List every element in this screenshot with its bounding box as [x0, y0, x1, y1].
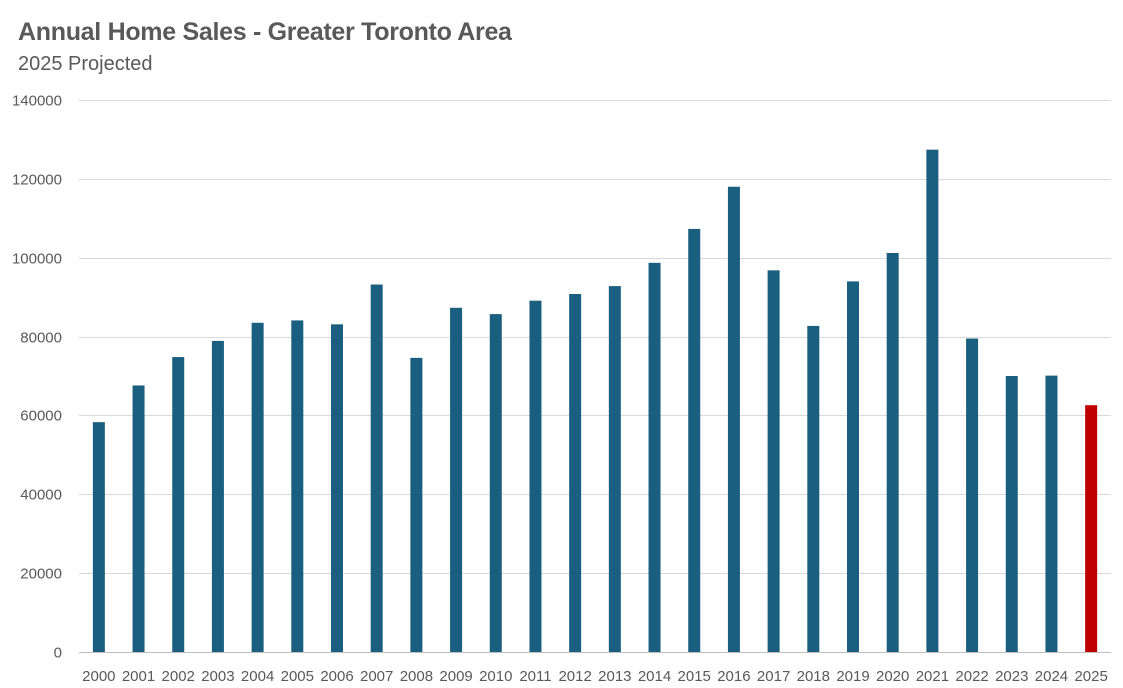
x-tick-label: 2010	[479, 668, 512, 685]
x-tick-label: 2021	[916, 668, 949, 685]
x-tick-label: 2018	[797, 668, 830, 685]
bar-2010	[489, 314, 502, 652]
bar-2023	[1005, 376, 1018, 652]
y-tick-label: 120000	[12, 172, 62, 189]
bar-2014	[648, 262, 661, 652]
bar-2021	[926, 149, 939, 652]
bar-2005	[291, 320, 304, 652]
x-tick-label: 2020	[876, 668, 909, 685]
bar-2011	[529, 300, 542, 652]
y-tick-label: 20000	[20, 566, 62, 583]
bar-2012	[569, 293, 582, 652]
bar-2018	[807, 325, 820, 652]
chart-title: Annual Home Sales - Greater Toronto Area	[18, 18, 512, 46]
x-tick-label: 2001	[122, 668, 155, 685]
x-tick-label: 2019	[836, 668, 869, 685]
x-tick-label: 2022	[955, 668, 988, 685]
x-tick-label: 2017	[757, 668, 790, 685]
x-tick-label: 2023	[995, 668, 1028, 685]
bar-2015	[688, 228, 701, 652]
bar-2004	[251, 322, 264, 652]
x-tick-label: 2000	[82, 668, 115, 685]
x-tick-label: 2004	[241, 668, 274, 685]
bar-2009	[450, 307, 463, 652]
x-tick-label: 2012	[558, 668, 591, 685]
bar-2001	[132, 385, 145, 652]
y-tick-label: 0	[54, 645, 62, 662]
x-tick-label: 2008	[400, 668, 433, 685]
bar-2007	[370, 284, 383, 652]
y-tick-label: 40000	[20, 487, 62, 504]
x-tick-label: 2006	[320, 668, 353, 685]
x-tick-label: 2009	[439, 668, 472, 685]
bar-2013	[608, 286, 621, 652]
bar-2006	[331, 324, 343, 652]
bar-2016	[727, 186, 740, 653]
x-tick-label: 2015	[678, 668, 711, 685]
bar-2020	[886, 252, 899, 653]
bar-2025-projected	[1085, 405, 1098, 652]
bar-2002	[172, 357, 185, 652]
bar-2003	[211, 340, 224, 652]
y-tick-label: 140000	[12, 93, 62, 110]
x-tick-label: 2005	[281, 668, 314, 685]
bar-2000	[92, 422, 105, 652]
bar-2022	[966, 338, 979, 652]
chart-subtitle: 2025 Projected	[18, 53, 153, 75]
x-tick-label: 2011	[519, 668, 551, 685]
x-tick-label: 2024	[1035, 668, 1068, 685]
x-tick-label: 2002	[162, 668, 195, 685]
y-tick-label: 60000	[20, 408, 62, 425]
x-tick-label: 2025	[1074, 668, 1107, 685]
bar-2024	[1045, 375, 1058, 652]
x-tick-label: 2016	[717, 668, 750, 685]
x-tick-label: 2014	[638, 668, 671, 685]
x-tick-label: 2007	[360, 668, 393, 685]
x-tick-label: 2013	[598, 668, 631, 685]
bar-2017	[767, 270, 780, 652]
bar-2008	[410, 357, 423, 652]
bar-2019	[847, 281, 859, 652]
y-tick-label: 100000	[12, 251, 62, 268]
x-tick-label: 2003	[201, 668, 234, 685]
y-tick-label: 80000	[20, 330, 62, 347]
